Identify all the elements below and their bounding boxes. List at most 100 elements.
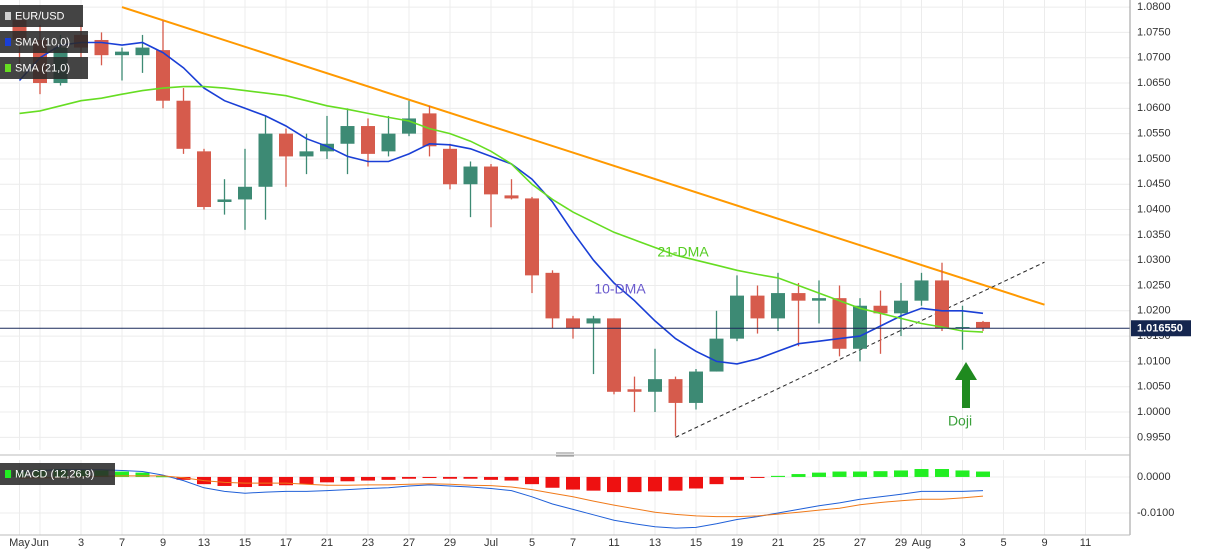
x-tick-label: 27 [854, 537, 866, 549]
legend-swatch [5, 12, 11, 20]
candle-body [197, 151, 211, 208]
x-tick-label: 23 [362, 537, 374, 549]
legend-box [0, 31, 88, 53]
legend-swatch [5, 64, 11, 72]
x-tick-label: 11 [1080, 537, 1091, 549]
candle-body [853, 305, 867, 349]
macd-bar [607, 476, 621, 493]
plot-area [0, 6, 1130, 529]
macd-bar [935, 469, 949, 477]
annotation: 10-DMA [594, 281, 646, 297]
macd-bar [955, 470, 970, 477]
legend: EUR/USD SMA (10,0) SMA (21,0) MACD (12,2… [0, 5, 115, 485]
last-price-box [1131, 320, 1191, 337]
macd-bar [914, 469, 929, 477]
y-tick-label: 1.0550 [1137, 128, 1171, 140]
y-tick-label: 1.0750 [1137, 26, 1171, 38]
macd-bar [812, 472, 826, 477]
candle-body [730, 295, 744, 339]
x-tick-label: 29 [895, 537, 907, 549]
macd-bar [832, 471, 847, 477]
candle-body [894, 300, 908, 314]
x-tick-label: 25 [813, 537, 825, 549]
macd-bar [525, 476, 539, 485]
x-tick-label: 9 [160, 537, 166, 549]
x-tick-label: May [9, 537, 30, 549]
macd-bar [135, 472, 150, 477]
candle-body [566, 318, 580, 329]
sma-line [19, 85, 984, 333]
macd-bar [976, 471, 990, 477]
arrow-shaft [962, 378, 970, 408]
candle-body [463, 166, 478, 185]
x-tick-label: 21 [321, 537, 333, 549]
candle-body [135, 47, 150, 56]
x-tick-label: Aug [912, 537, 932, 549]
macd-bar [238, 476, 252, 488]
y-tick-label: 1.0300 [1137, 254, 1171, 266]
last-price-label: 1.016550 [1137, 323, 1183, 335]
annotation: 21-DMA [657, 244, 709, 260]
x-tick-label: 5 [1000, 537, 1006, 549]
candle-body [279, 133, 293, 157]
legend-box [0, 57, 88, 79]
macd-bar [586, 476, 601, 491]
macd-bar [361, 476, 375, 481]
x-tick-label: 3 [959, 537, 965, 549]
candle-body [648, 379, 662, 392]
candle-body [484, 166, 498, 195]
legend-entry: SMA (21,0) [15, 62, 70, 74]
y-tick-label: 1.0700 [1137, 52, 1171, 64]
macd-bar [115, 471, 129, 477]
macd-bar [422, 476, 437, 479]
candle-body [217, 199, 232, 202]
x-tick-label: 11 [608, 537, 619, 549]
candle-body [955, 326, 970, 329]
candle-body [914, 280, 929, 301]
trendline [121, 6, 1045, 306]
macd-bar [873, 471, 888, 477]
macd-bar [627, 476, 642, 493]
separator-handle [556, 452, 574, 457]
candle-body [176, 100, 191, 149]
candle-body [320, 143, 334, 152]
x-tick-label: 7 [570, 537, 576, 549]
candle-body [381, 133, 396, 152]
x-tick-label: 7 [119, 537, 125, 549]
x-tick-label: 27 [403, 537, 415, 549]
legend-title: EUR/USD [15, 10, 65, 22]
macd-bar [545, 476, 560, 488]
y-tick-label: 1.0800 [1137, 1, 1171, 13]
y-tick-label: 1.0600 [1137, 102, 1171, 114]
x-tick-label: 19 [731, 537, 743, 549]
candle-body [361, 126, 375, 154]
legend-box [0, 5, 83, 27]
candle-body [709, 338, 724, 372]
candle-body [627, 389, 642, 392]
y-tick-label: 1.0000 [1137, 406, 1171, 418]
macd-bar [279, 476, 293, 486]
candle-body [607, 318, 621, 392]
legend-box [0, 463, 115, 485]
annotation: Doji [948, 413, 972, 429]
macd-bar [668, 476, 683, 491]
candle-body [750, 295, 765, 319]
macd-bar [566, 476, 580, 490]
y-tick-label: -0.0100 [1137, 507, 1174, 519]
y-tick-label: 1.0050 [1137, 381, 1171, 393]
macd-bar [504, 476, 519, 481]
candle-body [258, 133, 273, 187]
candle-body [238, 186, 252, 200]
doji-arrow [955, 362, 977, 408]
macd-bar [709, 476, 724, 485]
macd-bar [689, 476, 703, 489]
x-tick-label: Jun [31, 537, 49, 549]
x-tick-label: 3 [78, 537, 84, 549]
candle-body [156, 50, 170, 101]
macd-bar [156, 476, 170, 478]
macd-bar [648, 476, 662, 492]
macd-bar [320, 476, 334, 483]
y-tick-label: 0.9950 [1137, 431, 1171, 443]
macd-legend: MACD (12,26,9) [15, 468, 94, 480]
